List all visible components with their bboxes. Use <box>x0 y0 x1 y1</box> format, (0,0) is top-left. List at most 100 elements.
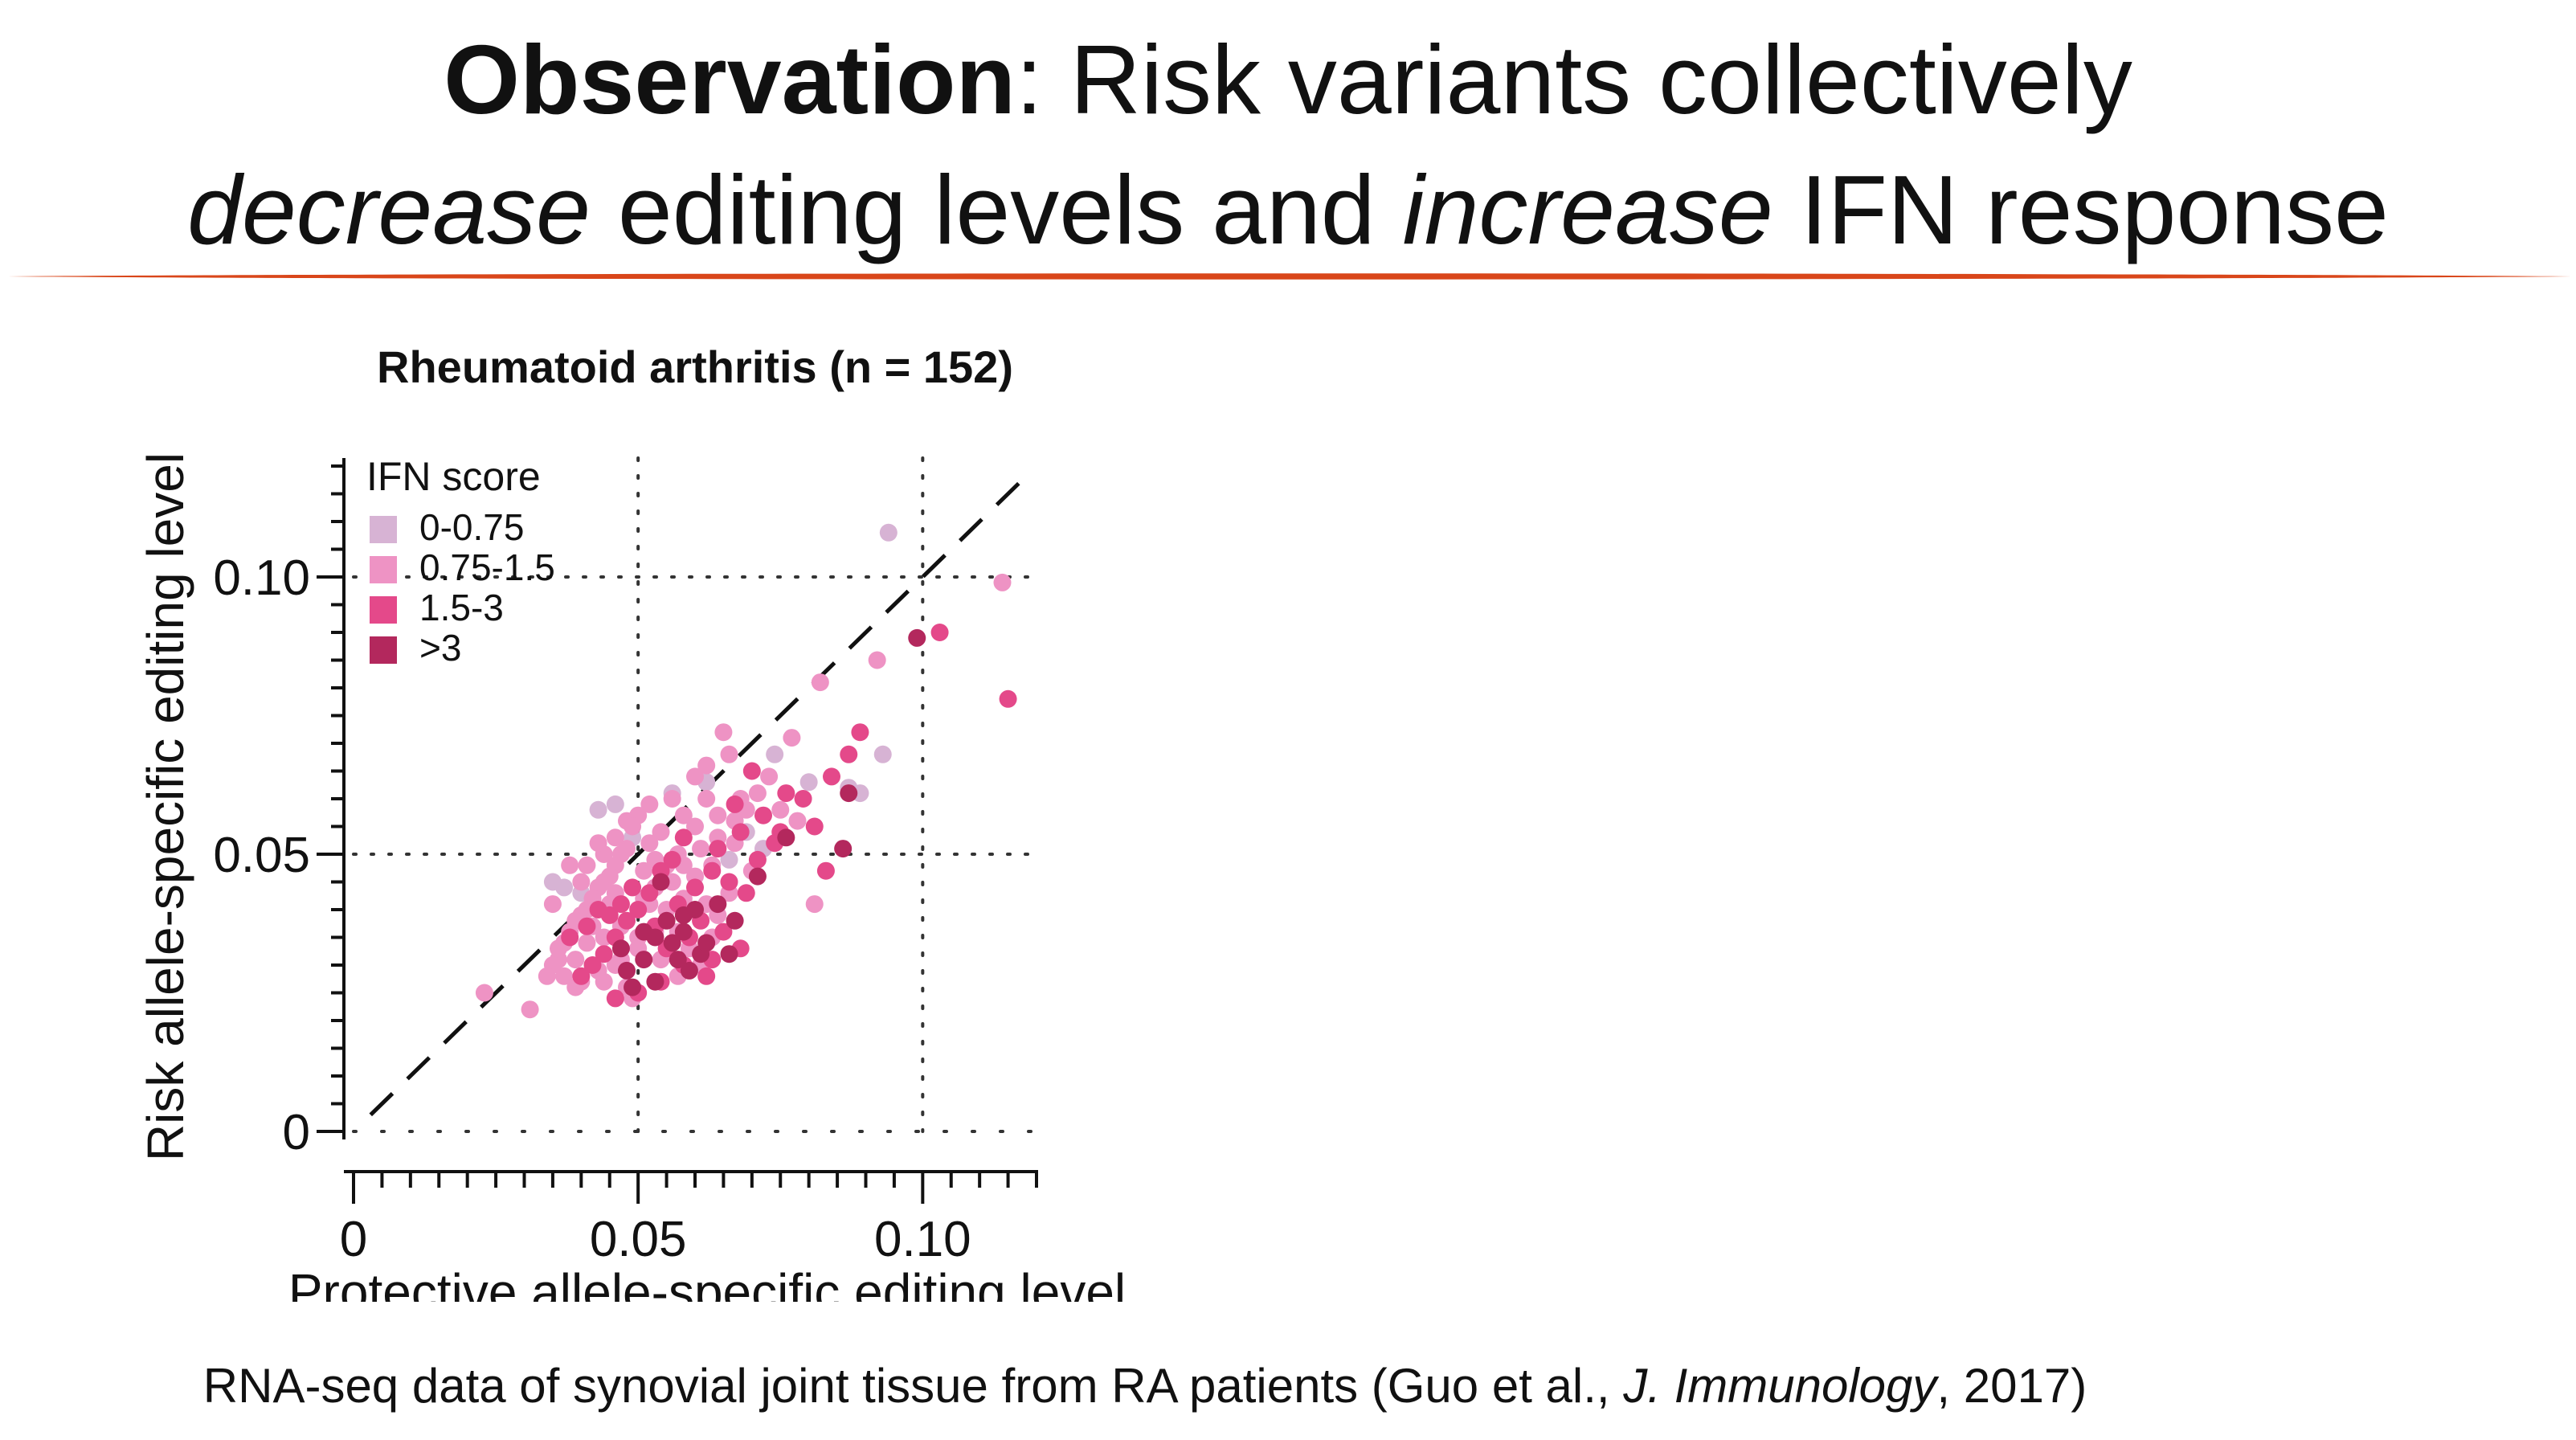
data-point-series-1 <box>993 573 1012 591</box>
data-point-series-2 <box>624 878 642 897</box>
data-point-series-1 <box>618 840 636 858</box>
data-point-series-1 <box>521 1000 539 1019</box>
x-tick-label: 0.05 <box>590 1212 687 1267</box>
legend-label: 0-0.75 <box>419 506 524 548</box>
data-point-series-2 <box>748 850 767 869</box>
data-point-series-1 <box>697 756 716 775</box>
data-point-series-3 <box>652 873 670 891</box>
data-point-series-2 <box>703 861 722 880</box>
data-point-series-2 <box>737 884 755 902</box>
data-point-series-0 <box>879 523 898 542</box>
data-point-series-2 <box>726 795 744 813</box>
data-point-series-0 <box>720 850 738 869</box>
data-point-series-1 <box>788 812 807 830</box>
legend-swatch <box>370 636 397 664</box>
title-rest: : Risk variants collectively <box>1016 25 2132 134</box>
title-divider <box>8 273 2571 280</box>
data-point-series-1 <box>589 834 607 853</box>
data-point-series-2 <box>572 967 591 985</box>
data-point-series-3 <box>674 922 693 941</box>
y-axis-label: Risk allele-specific editing level <box>137 452 194 1161</box>
data-point-series-2 <box>777 784 795 803</box>
data-point-series-1 <box>606 828 624 847</box>
data-point-series-2 <box>686 878 704 897</box>
data-point-series-0 <box>766 745 784 763</box>
x-tick-label: 0.10 <box>874 1212 971 1267</box>
data-point-series-2 <box>663 850 681 869</box>
data-point-series-2 <box>794 790 812 808</box>
data-point-series-1 <box>811 673 829 692</box>
data-point-series-2 <box>640 884 659 902</box>
legend-label: 0.75-1.5 <box>419 546 555 588</box>
data-point-series-1 <box>720 745 738 763</box>
data-point-series-3 <box>680 961 698 980</box>
y-tick-label: 0.05 <box>213 828 310 883</box>
y-tick-label: 0.10 <box>213 550 310 606</box>
data-point-series-3 <box>657 911 676 930</box>
data-point-series-2 <box>709 840 727 858</box>
data-point-series-2 <box>618 911 636 930</box>
data-point-series-1 <box>635 861 653 880</box>
data-point-series-2 <box>697 967 716 985</box>
data-point-series-2 <box>714 922 733 941</box>
data-point-series-2 <box>674 828 693 847</box>
title-bold: Observation <box>444 25 1016 134</box>
data-point-series-3 <box>840 784 858 803</box>
data-point-series-3 <box>674 906 693 924</box>
data-point-series-0 <box>799 773 818 792</box>
data-point-series-1 <box>663 790 681 808</box>
title-line-1: Observation: Risk variants collectively <box>0 14 2576 145</box>
data-point-series-1 <box>578 856 596 874</box>
data-point-series-3 <box>669 951 687 969</box>
data-point-series-3 <box>908 628 926 647</box>
data-point-series-2 <box>930 624 949 641</box>
data-point-series-2 <box>629 901 648 918</box>
slide-title: Observation: Risk variants collectively … <box>0 14 2576 275</box>
data-point-series-1 <box>868 651 886 669</box>
data-point-series-3 <box>618 961 636 980</box>
legend-label: >3 <box>419 627 461 669</box>
data-point-series-2 <box>731 823 750 841</box>
data-point-series-2 <box>595 945 613 963</box>
data-point-series-3 <box>663 934 681 952</box>
data-point-series-2 <box>840 745 858 763</box>
legend-swatch <box>370 556 397 583</box>
x-tick-label: 0 <box>340 1212 367 1267</box>
data-point-series-0 <box>589 800 607 819</box>
data-point-series-1 <box>475 984 493 1002</box>
chart-title: Rheumatoid arthritis (n = 152) <box>377 342 1013 392</box>
data-point-series-0 <box>543 873 562 891</box>
scatter-chart: Rheumatoid arthritis (n = 152) 0 0.05 0.10 0… <box>137 342 1126 1302</box>
data-point-series-1 <box>543 895 562 914</box>
data-point-series-1 <box>578 934 596 952</box>
data-point-series-3 <box>709 895 727 914</box>
data-point-series-2 <box>611 895 630 914</box>
data-point-series-2 <box>754 806 772 824</box>
data-point-series-2 <box>805 817 824 836</box>
data-point-series-3 <box>748 867 767 886</box>
title-em-increase: increase <box>1402 155 1773 264</box>
legend-label: 1.5-3 <box>419 587 504 628</box>
caption-text: RNA-seq data of synovial joint tissue fr… <box>202 1359 1624 1413</box>
y-tick-label: 0 <box>283 1105 310 1160</box>
caption-journal: J. Immunology <box>1623 1359 1937 1413</box>
title-end: IFN response <box>1773 155 2389 264</box>
data-point-series-2 <box>851 723 869 742</box>
data-point-series-0 <box>606 795 624 813</box>
data-point-series-1 <box>595 972 613 991</box>
data-point-series-2 <box>561 928 579 947</box>
caption-year: , 2017) <box>1936 1359 2087 1413</box>
data-point-series-1 <box>714 723 733 742</box>
data-point-series-2 <box>578 917 596 935</box>
legend-swatch <box>370 516 397 543</box>
legend-swatch <box>370 596 397 624</box>
data-point-series-2 <box>583 956 602 974</box>
data-point-series-1 <box>555 967 574 985</box>
data-point-series-2 <box>823 767 840 786</box>
data-point-series-1 <box>760 767 779 786</box>
data-point-series-1 <box>686 767 704 786</box>
data-point-series-3 <box>720 945 738 963</box>
data-point-series-2 <box>720 873 738 891</box>
data-point-series-1 <box>709 806 727 824</box>
data-point-series-1 <box>652 823 670 841</box>
